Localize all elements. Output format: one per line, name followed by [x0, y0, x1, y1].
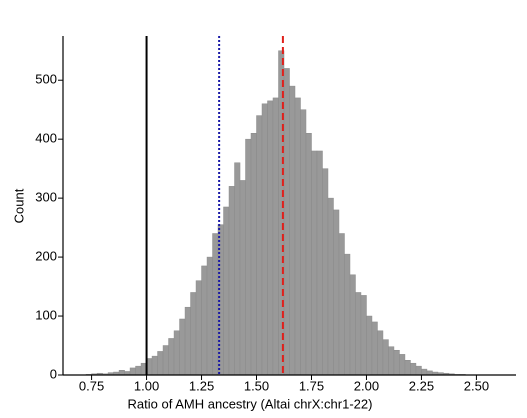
bar: [333, 209, 340, 376]
y-tick-label: 300: [35, 190, 57, 205]
bar: [316, 150, 323, 376]
bar: [135, 365, 142, 376]
bar: [239, 180, 246, 376]
bar: [360, 295, 367, 376]
y-tick-label: 100: [35, 307, 57, 322]
y-tick-label: 400: [35, 131, 57, 146]
bar: [234, 162, 241, 376]
x-tick-label: 1.50: [244, 378, 269, 393]
y-tick-label: 500: [35, 72, 57, 87]
bar: [179, 318, 186, 376]
bar: [371, 321, 378, 376]
y-tick-label: 0: [50, 366, 57, 381]
bar: [272, 97, 279, 376]
bar: [206, 256, 213, 376]
x-tick-label: 2.25: [409, 378, 434, 393]
bar: [327, 197, 334, 376]
bar: [245, 138, 252, 376]
bar: [393, 349, 400, 376]
x-tick-label: 2.00: [354, 378, 379, 393]
x-tick-label: 1.25: [189, 378, 214, 393]
bar: [377, 330, 384, 376]
bar: [294, 97, 301, 376]
bar: [201, 265, 208, 376]
bar: [151, 355, 158, 376]
bar: [267, 100, 274, 376]
bar: [223, 206, 230, 376]
x-tick-label: 0.75: [79, 378, 104, 393]
bar: [162, 345, 169, 376]
bar: [399, 354, 406, 376]
bar: [118, 370, 125, 376]
bar: [382, 339, 389, 376]
x-tick-label: 1.75: [299, 378, 324, 393]
bar: [415, 365, 422, 376]
bar: [311, 150, 318, 376]
x-tick-label: 2.50: [464, 378, 489, 393]
bar: [261, 103, 268, 376]
bar: [228, 186, 235, 376]
x-tick-label: 1.00: [134, 378, 159, 393]
bar: [195, 280, 202, 376]
bar: [250, 133, 257, 376]
bar: [256, 115, 263, 376]
bar: [157, 351, 164, 376]
bar: [184, 306, 191, 376]
bar: [421, 368, 428, 376]
bar: [338, 233, 345, 376]
y-tick-label: 200: [35, 249, 57, 264]
bar: [404, 360, 411, 376]
bar: [305, 133, 312, 376]
bar: [300, 109, 307, 376]
bar: [388, 346, 395, 376]
bar: [173, 330, 180, 376]
y-axis-label: Count: [11, 188, 26, 223]
x-axis-label: Ratio of AMH ancestry (Altai chrX:chr1-2…: [128, 396, 373, 411]
bar: [289, 85, 296, 376]
bar: [212, 233, 219, 376]
bar: [410, 362, 417, 376]
bar: [349, 274, 356, 376]
bar: [168, 338, 175, 376]
bar: [344, 253, 351, 376]
bar: [426, 370, 433, 376]
bar: [129, 367, 136, 376]
bar: [190, 292, 197, 376]
bar: [355, 292, 362, 376]
bar: [366, 315, 373, 376]
bar: [322, 168, 329, 376]
bar: [283, 68, 290, 376]
